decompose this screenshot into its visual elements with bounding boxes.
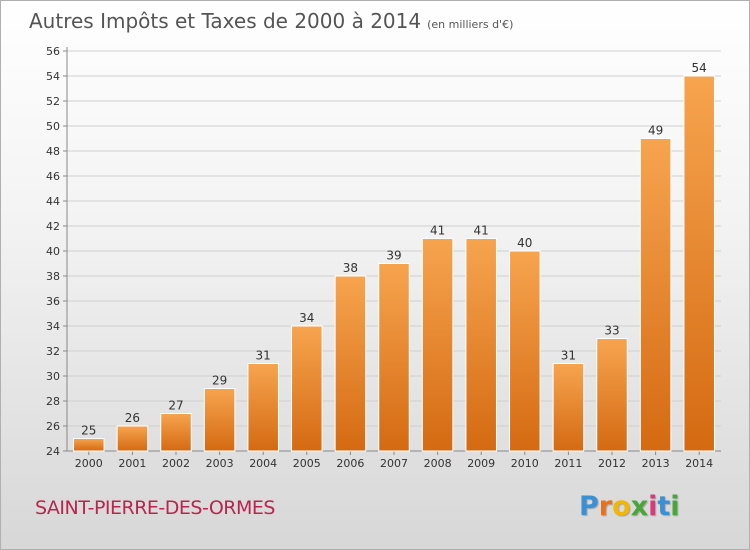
y-tick-label: 52 — [46, 95, 60, 108]
logo-letter: t — [657, 491, 671, 522]
logo-letter: r — [598, 491, 613, 522]
bar-2003 — [203, 388, 236, 452]
bars — [73, 75, 715, 452]
data-label-2010: 40 — [517, 236, 532, 250]
proxiti-logo: Proxiti — [579, 491, 680, 522]
logo-letter: i — [670, 491, 680, 522]
y-tick-label: 56 — [46, 45, 60, 58]
bar-2006 — [334, 275, 367, 452]
data-label-2006: 38 — [343, 261, 358, 275]
y-tick-label: 38 — [46, 270, 60, 283]
data-label-2000: 25 — [81, 424, 96, 438]
x-tick-label-2004: 2004 — [249, 457, 277, 470]
bar-2004 — [247, 363, 279, 452]
logo-letter: i — [648, 491, 658, 522]
bar-2009 — [465, 238, 497, 452]
bar-2000 — [73, 438, 105, 452]
data-labels: 25 26 27 29 31 34 38 39 41 41 40 31 33 49 54 — [81, 61, 707, 438]
bar-2012 — [596, 338, 628, 452]
data-label-2004: 31 — [256, 349, 271, 363]
bar-2013 — [639, 138, 672, 452]
bar-chart: 24 26 28 30 32 34 36 38 40 42 44 46 48 50 52 54 56 2000 20… — [46, 45, 721, 470]
y-tick-label: 26 — [46, 420, 60, 433]
bar-2011 — [552, 363, 585, 452]
x-tick-label-2005: 2005 — [293, 457, 321, 470]
bar-2005 — [291, 325, 323, 452]
x-tick-label-2011: 2011 — [554, 457, 582, 470]
y-tick-label: 34 — [46, 320, 60, 333]
chart-title-text: Autres Impôts et Taxes de 2000 à 2014 — [29, 9, 422, 33]
y-tick-label: 36 — [46, 295, 60, 308]
data-label-2012: 33 — [604, 324, 619, 338]
data-label-2014: 54 — [692, 61, 707, 75]
logo-letter: P — [579, 491, 599, 522]
y-tick-label: 42 — [46, 220, 60, 233]
logo-letter: x — [630, 491, 649, 522]
bar-2001 — [116, 425, 149, 452]
y-tick-label: 54 — [46, 70, 60, 83]
bar-2007 — [378, 263, 410, 452]
data-label-2001: 26 — [125, 411, 140, 425]
y-tick-label: 40 — [46, 245, 60, 258]
data-label-2009: 41 — [474, 224, 489, 238]
x-tick-label-2010: 2010 — [511, 457, 539, 470]
data-label-2011: 31 — [561, 349, 576, 363]
bar-2014 — [683, 75, 715, 452]
bar-2002 — [160, 413, 192, 452]
x-tick-label-2003: 2003 — [206, 457, 234, 470]
x-tick-label-2007: 2007 — [380, 457, 408, 470]
y-tick-label: 50 — [46, 120, 60, 133]
y-tick-label: 28 — [46, 395, 60, 408]
data-label-2003: 29 — [212, 374, 227, 388]
chart-subtitle: (en milliers d'€) — [427, 18, 514, 31]
x-tick-label-2006: 2006 — [336, 457, 364, 470]
x-tick-label-2009: 2009 — [467, 457, 495, 470]
x-tick-label-2014: 2014 — [685, 457, 713, 470]
logo-letter: o — [612, 491, 631, 522]
data-label-2008: 41 — [430, 224, 445, 238]
data-label-2013: 49 — [648, 124, 663, 138]
x-tick-label-2002: 2002 — [162, 457, 190, 470]
chart-title: Autres Impôts et Taxes de 2000 à 2014 (en… — [29, 9, 513, 33]
bar-2010 — [509, 250, 541, 452]
y-tick-label: 32 — [46, 345, 60, 358]
x-tick-label-2013: 2013 — [642, 457, 670, 470]
bar-2008 — [421, 238, 454, 452]
x-tick-label-2008: 2008 — [424, 457, 452, 470]
x-tick-label-2001: 2001 — [118, 457, 146, 470]
data-label-2002: 27 — [168, 399, 183, 413]
x-tick-label-2000: 2000 — [75, 457, 103, 470]
x-tick-label-2012: 2012 — [598, 457, 626, 470]
y-tick-label: 48 — [46, 145, 60, 158]
y-tick-label: 46 — [46, 170, 60, 183]
data-label-2007: 39 — [386, 249, 401, 263]
commune-name: SAINT-PIERRE-DES-ORMES — [35, 497, 275, 519]
y-tick-label: 30 — [46, 370, 60, 383]
y-tick-label: 24 — [46, 445, 60, 458]
data-label-2005: 34 — [299, 311, 314, 325]
y-tick-label: 44 — [46, 195, 60, 208]
